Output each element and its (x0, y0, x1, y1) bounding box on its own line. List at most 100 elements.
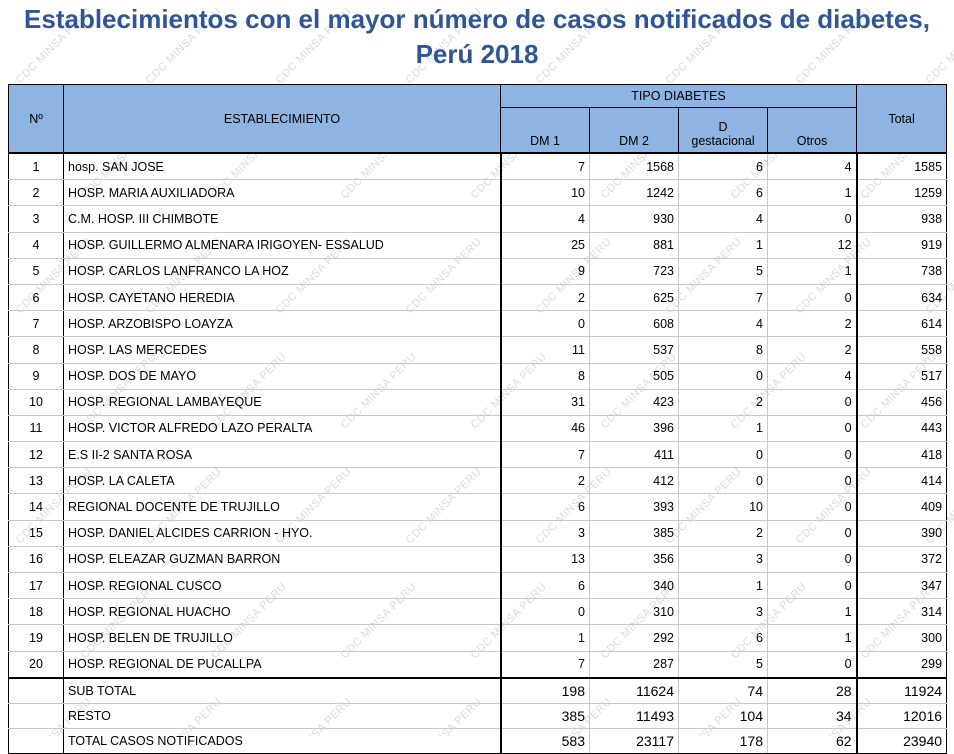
cell-dm2: 11493 (589, 703, 679, 729)
cell-total: 23940 (855, 728, 948, 754)
cell-no: 16 (8, 546, 64, 574)
table-row: 17 HOSP. REGIONAL CUSCO 6 340 1 0 347 (8, 572, 948, 600)
table-row: RESTO 385 11493 104 34 12016 (8, 703, 948, 729)
cell-otros: 0 (767, 546, 858, 574)
cell-d-gestacional: 178 (678, 728, 768, 754)
cell-total: 299 (855, 651, 948, 679)
cell-no: 20 (8, 651, 64, 679)
cell-total: 300 (855, 624, 948, 652)
cell-otros: 0 (767, 467, 858, 495)
cell-dm1: 0 (500, 598, 590, 626)
cell-no: 12 (8, 441, 64, 469)
cell-dm2: 287 (589, 651, 679, 679)
cell-dm2: 292 (589, 624, 679, 652)
table-row: 7 HOSP. ARZOBISPO LOAYZA 0 608 4 2 614 (8, 310, 948, 338)
cell-otros: 1 (767, 179, 858, 207)
cell-no: 13 (8, 467, 64, 495)
cell-otros: 12 (767, 232, 858, 259)
cell-total: 390 (855, 520, 948, 547)
cell-total: 558 (855, 336, 948, 364)
cell-dm1: 31 (500, 389, 590, 416)
header-no: Nº (8, 84, 64, 154)
cell-otros: 1 (767, 258, 858, 285)
cell-d-gestacional: 0 (678, 467, 768, 495)
cell-otros: 0 (767, 205, 858, 233)
cell-total: 456 (855, 389, 948, 416)
cell-establecimiento: HOSP. ELEAZAR GUZMAN BARRON (63, 546, 502, 574)
cell-establecimiento: SUB TOTAL (63, 677, 502, 704)
cell-no: 6 (8, 284, 64, 312)
header-d-line2: gestacional (691, 134, 755, 148)
header-d-gestacional: D gestacional (678, 107, 768, 154)
cell-dm2: 1568 (589, 153, 679, 181)
cell-d-gestacional: 2 (678, 520, 768, 547)
cell-dm2: 411 (589, 441, 679, 469)
cell-otros: 0 (767, 520, 858, 547)
cell-dm1: 13 (500, 546, 590, 574)
table-row: 16 HOSP. ELEAZAR GUZMAN BARRON 13 356 3 0 372 (8, 546, 948, 574)
cell-dm2: 608 (589, 310, 679, 338)
cell-total: 938 (855, 205, 948, 233)
header-establecimiento: ESTABLECIMIENTO (63, 84, 501, 154)
table-row: 11 HOSP. VICTOR ALFREDO LAZO PERALTA 46 396… (8, 415, 948, 443)
cell-establecimiento: HOSP. CAYETANO HEREDIA (63, 284, 502, 312)
cell-dm2: 723 (589, 258, 679, 285)
cell-establecimiento: RESTO (63, 703, 502, 729)
cell-establecimiento: HOSP. REGIONAL CUSCO (63, 572, 502, 600)
header-d-line1: D (718, 120, 728, 134)
cell-dm2: 1242 (589, 179, 679, 207)
cell-establecimiento: HOSP. MARIA AUXILIADORA (63, 179, 502, 207)
cell-d-gestacional: 5 (678, 258, 768, 285)
table-row: 19 HOSP. BELEN DE TRUJILLO 1 292 6 1 300 (8, 624, 948, 652)
cell-dm1: 2 (500, 284, 590, 312)
cell-no: 14 (8, 493, 64, 521)
table-row: 5 HOSP. CARLOS LANFRANCO LA HOZ 9 723 5 1 738 (8, 258, 948, 285)
cell-establecimiento: HOSP. DOS DE MAYO (63, 363, 502, 390)
cell-d-gestacional: 6 (678, 179, 768, 207)
cell-no: 3 (8, 205, 64, 233)
header-otros: Otros (766, 107, 858, 154)
cell-dm1: 1 (500, 624, 590, 652)
cell-dm2: 385 (589, 520, 679, 547)
cell-d-gestacional: 0 (678, 441, 768, 469)
cell-d-gestacional: 7 (678, 284, 768, 312)
cell-otros: 0 (767, 441, 858, 469)
cell-otros: 28 (767, 677, 858, 704)
header-tipo-diabetes: TIPO DIABETES (499, 84, 858, 108)
cell-total: 11924 (855, 677, 948, 704)
cell-establecimiento: HOSP. ARZOBISPO LOAYZA (63, 310, 502, 338)
cell-total: 738 (855, 258, 948, 285)
cell-d-gestacional: 1 (678, 572, 768, 600)
page-title: Establecimientos con el mayor número de … (0, 2, 954, 72)
cell-establecimiento: TOTAL CASOS NOTIFICADOS (63, 728, 502, 754)
cell-total: 414 (855, 467, 948, 495)
cell-no: 18 (8, 598, 64, 626)
cell-no (8, 677, 64, 704)
cell-establecimiento: REGIONAL DOCENTE DE TRUJILLO (63, 493, 502, 521)
header-dm1: DM 1 (500, 107, 590, 154)
cell-otros: 0 (767, 493, 858, 521)
cell-d-gestacional: 3 (678, 546, 768, 574)
cell-total: 347 (855, 572, 948, 600)
cell-establecimiento: HOSP. DANIEL ALCIDES CARRION - HYO. (63, 520, 502, 547)
cell-establecimiento: HOSP. CARLOS LANFRANCO LA HOZ (63, 258, 502, 285)
cell-establecimiento: HOSP. REGIONAL DE PUCALLPA (63, 651, 502, 679)
cell-dm1: 8 (500, 363, 590, 390)
table-row: 18 HOSP. REGIONAL HUACHO 0 310 3 1 314 (8, 598, 948, 626)
cell-establecimiento: hosp. SAN JOSE (63, 153, 502, 181)
cell-no: 19 (8, 624, 64, 652)
cell-otros: 0 (767, 651, 858, 679)
title-line-2: Perú 2018 (415, 39, 539, 69)
cell-d-gestacional: 4 (678, 310, 768, 338)
cell-no: 11 (8, 415, 64, 443)
cell-dm2: 310 (589, 598, 679, 626)
cell-establecimiento: HOSP. REGIONAL HUACHO (63, 598, 502, 626)
cell-total: 1585 (855, 153, 948, 181)
cell-dm2: 881 (589, 232, 679, 259)
cell-establecimiento: HOSP. VICTOR ALFREDO LAZO PERALTA (63, 415, 502, 443)
cell-otros: 0 (767, 389, 858, 416)
cell-otros: 0 (767, 415, 858, 443)
cell-otros: 62 (767, 728, 858, 754)
cell-dm1: 10 (500, 179, 590, 207)
cell-otros: 2 (767, 336, 858, 364)
